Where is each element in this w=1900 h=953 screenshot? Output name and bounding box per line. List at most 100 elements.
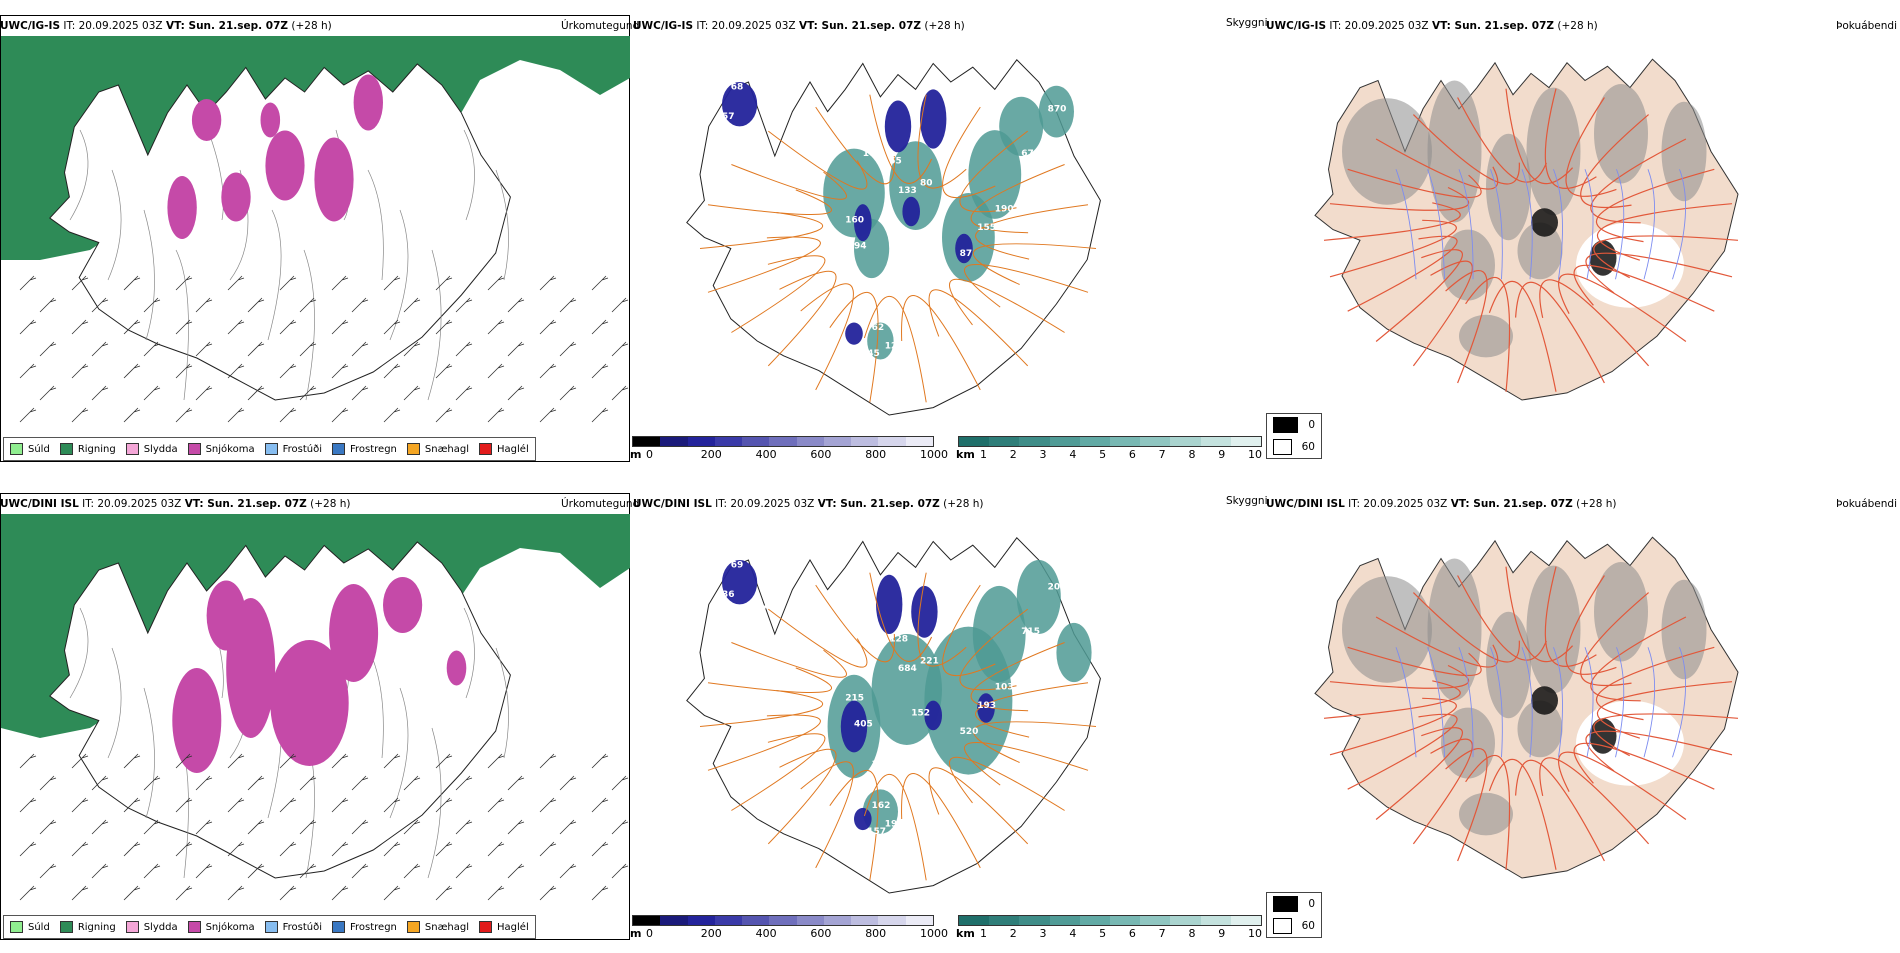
wind-barb xyxy=(351,775,369,791)
road-line xyxy=(1544,88,1597,189)
visibility-area xyxy=(1056,622,1092,683)
road-line xyxy=(970,164,1065,234)
colorbar-step xyxy=(905,437,933,446)
wind-barb xyxy=(383,363,401,379)
road-line xyxy=(901,773,981,869)
snow-area xyxy=(265,130,305,201)
wind-barb xyxy=(539,363,557,379)
river-line xyxy=(1672,169,1686,280)
road-line xyxy=(1457,575,1547,661)
road-line xyxy=(1445,748,1488,862)
wind-barb xyxy=(435,885,453,901)
legend-label: Snæhagl xyxy=(424,921,470,933)
road-line xyxy=(917,94,967,189)
wind-barb xyxy=(351,341,369,357)
fog-index-area xyxy=(1661,579,1707,680)
road-line xyxy=(1445,270,1488,384)
legend-label: Haglél xyxy=(497,921,529,933)
ceiling-value-label: 45 xyxy=(867,349,880,359)
wind-barb xyxy=(559,819,577,835)
colorbar-step xyxy=(878,437,906,446)
ceiling-value-label: 157 xyxy=(867,827,886,837)
colorbar-step xyxy=(1019,916,1050,925)
ceiling-value-label: 69 xyxy=(731,560,744,570)
wind-barb xyxy=(591,885,609,901)
wind-barb xyxy=(71,363,89,379)
road-line xyxy=(1465,754,1511,870)
river-line xyxy=(1672,647,1686,758)
river-line xyxy=(1490,169,1503,280)
wind-barb xyxy=(507,297,525,313)
road-line xyxy=(1323,680,1461,719)
fog-legend-swatch xyxy=(1273,918,1292,934)
river-line xyxy=(1584,647,1594,758)
wind-barb xyxy=(403,297,421,313)
wind-barb xyxy=(487,797,505,813)
ceiling-area xyxy=(722,82,758,127)
terrain-line xyxy=(207,129,224,221)
road-line xyxy=(1329,186,1470,211)
wind-barb xyxy=(19,407,37,423)
road-line xyxy=(1329,219,1457,278)
wind-barb xyxy=(227,363,245,379)
road-line xyxy=(1595,646,1715,721)
wind-barb xyxy=(331,885,349,901)
snow-area xyxy=(167,176,197,239)
colorbar-tick-label: 2 xyxy=(1009,448,1017,461)
wind-barb xyxy=(611,863,629,879)
colorbar-step xyxy=(796,437,824,446)
ceiling-area xyxy=(854,807,872,831)
river-line xyxy=(1521,647,1533,758)
river-line xyxy=(1427,647,1445,758)
wind-barb xyxy=(227,319,245,335)
wind-barb xyxy=(539,797,557,813)
terrain-line xyxy=(427,249,442,401)
terrain-line xyxy=(69,607,89,699)
panel-title: Þokuábendi xyxy=(1836,498,1897,510)
ceiling-value-label: 121 xyxy=(885,341,904,351)
wind-barb xyxy=(455,297,473,313)
colorbar-unit: km xyxy=(956,927,975,940)
colorbar-step xyxy=(1170,916,1201,925)
terrain-line xyxy=(367,169,384,281)
fog-index-area xyxy=(1459,792,1513,836)
wind-barb xyxy=(143,819,161,835)
road-line xyxy=(1515,281,1605,384)
fog-index-area xyxy=(1526,565,1581,694)
wind-barb xyxy=(123,319,141,335)
colorbar-tick-label: 1 xyxy=(980,448,987,461)
wind-barb xyxy=(507,863,525,879)
colorbar-step xyxy=(1200,437,1231,446)
colorbar-step xyxy=(742,916,770,925)
wind-barb xyxy=(435,407,453,423)
ceiling-value-label: 215 xyxy=(845,694,864,704)
legend-label: Frostregn xyxy=(350,921,397,933)
road-line xyxy=(1515,759,1605,862)
fog-index-area xyxy=(1459,314,1513,358)
wind-barb xyxy=(39,341,57,357)
panel-header: UWC/DINI ISL IT: 20.09.2025 03Z VT: Sun.… xyxy=(633,498,984,510)
fog-map xyxy=(1314,58,1739,401)
road-line xyxy=(767,748,837,845)
ceiling-area xyxy=(876,574,903,634)
colorbar-step xyxy=(687,916,715,925)
colorbar-strip xyxy=(958,915,1262,926)
wind-barb xyxy=(123,275,141,291)
road-line xyxy=(901,295,981,391)
wind-barb xyxy=(351,819,369,835)
fog-legend-2: 0 60 xyxy=(1266,892,1322,938)
wind-barb xyxy=(539,841,557,857)
wind-barb xyxy=(247,775,265,791)
wind-barb xyxy=(435,797,453,813)
wind-barb xyxy=(195,863,213,879)
colorbar-strip xyxy=(632,436,934,447)
ceiling-area xyxy=(924,700,942,731)
terrain-line xyxy=(175,249,189,401)
river-line xyxy=(1643,169,1656,280)
wind-barb xyxy=(279,797,297,813)
ceiling-value-label: 98 xyxy=(911,230,924,240)
ceiling-value-label: 193 xyxy=(977,701,996,711)
legend-swatch xyxy=(125,443,139,455)
fog-legend-swatch xyxy=(1273,896,1299,912)
